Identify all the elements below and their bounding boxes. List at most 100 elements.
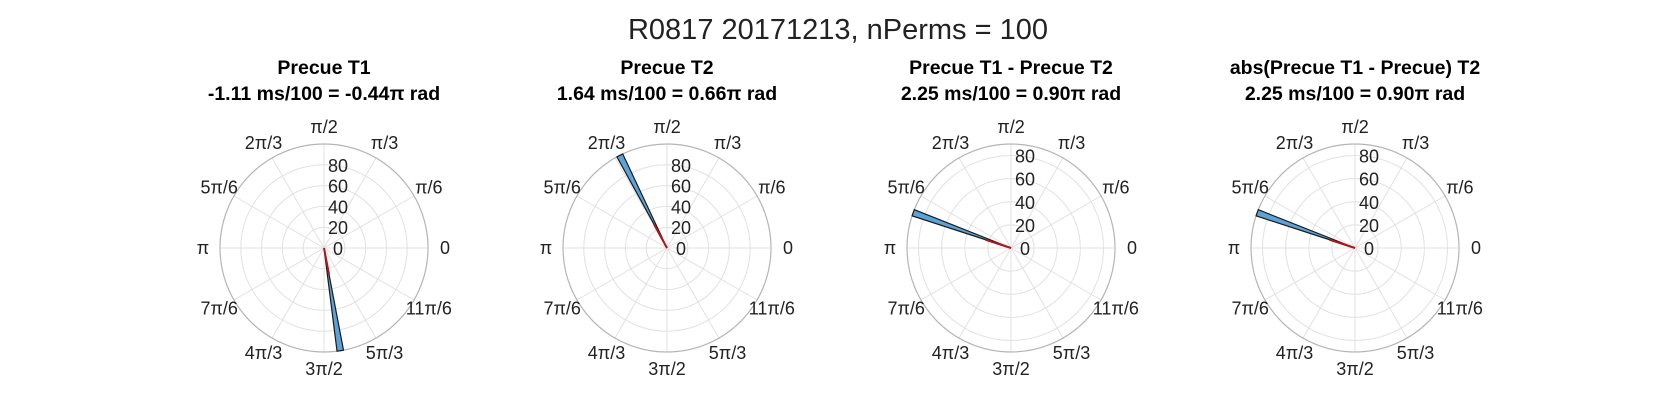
radial-tick-label: 40 bbox=[1015, 193, 1035, 213]
angular-grid-line bbox=[1302, 247, 1356, 339]
radial-tick-label: 60 bbox=[1015, 170, 1035, 190]
angular-tick-label: 7π/6 bbox=[200, 299, 237, 319]
polar-panel-4: abs(Precue T1 - Precue) T2 2.25 ms/100 = … bbox=[1228, 57, 1483, 379]
polar-panels: Precue T1-1.11 ms/100 = -0.44π rad020406… bbox=[197, 57, 1483, 379]
angular-grid-line bbox=[1354, 247, 1408, 339]
panel-title-line-2: 2.25 ms/100 = 0.90π rad bbox=[901, 83, 1121, 105]
angular-tick-label: 5π/3 bbox=[1053, 343, 1090, 363]
angular-tick-label: π/3 bbox=[714, 133, 741, 153]
angular-tick-label: π/6 bbox=[758, 178, 785, 198]
panel-title-line-2: -1.11 ms/100 = -0.44π rad bbox=[208, 83, 440, 105]
angular-tick-label: 5π/3 bbox=[366, 343, 403, 363]
angular-tick-label: 3π/2 bbox=[305, 359, 342, 379]
polar-panel-2: Precue T21.64 ms/100 = 0.66π rad02040608… bbox=[540, 57, 795, 379]
radial-tick-label: 60 bbox=[1359, 170, 1379, 190]
radial-tick-label: 0 bbox=[1020, 239, 1030, 259]
angular-grid-line bbox=[323, 195, 415, 249]
angular-tick-label: 7π/6 bbox=[887, 299, 924, 319]
panel-title-line-2: 2.25 ms/100 = 0.90π rad bbox=[1245, 83, 1465, 105]
angular-tick-label: π/2 bbox=[653, 117, 680, 137]
angular-tick-label: π/3 bbox=[371, 133, 398, 153]
angular-tick-label: 0 bbox=[440, 238, 450, 258]
angular-tick-label: π/3 bbox=[1058, 133, 1085, 153]
angular-grid-line bbox=[271, 157, 325, 249]
angular-tick-label: π/6 bbox=[1102, 178, 1129, 198]
figure-title: R0817 20171213, nPerms = 100 bbox=[628, 14, 1048, 46]
angular-tick-label: 5π/6 bbox=[543, 178, 580, 198]
angular-grid-line bbox=[666, 247, 720, 339]
polar-panel-1: Precue T1-1.11 ms/100 = -0.44π rad020406… bbox=[197, 57, 452, 379]
radial-tick-label: 80 bbox=[1015, 147, 1035, 167]
angular-grid-line bbox=[1264, 247, 1356, 301]
angular-grid-line bbox=[1354, 195, 1446, 249]
mean-angle-line bbox=[1328, 238, 1356, 249]
angular-grid-line bbox=[1354, 247, 1446, 301]
angular-grid-line bbox=[233, 195, 325, 249]
angular-tick-label: 5π/6 bbox=[1231, 178, 1268, 198]
angular-tick-label: 4π/3 bbox=[1276, 343, 1313, 363]
radial-tick-label: 60 bbox=[671, 177, 691, 197]
angular-grid-line bbox=[1010, 247, 1102, 301]
angular-tick-label: 0 bbox=[783, 238, 793, 258]
angular-grid-line bbox=[323, 157, 377, 249]
angular-tick-label: 0 bbox=[1127, 238, 1137, 258]
angular-tick-label: 4π/3 bbox=[932, 343, 969, 363]
angular-tick-label: π/2 bbox=[1341, 117, 1368, 137]
radial-tick-label: 20 bbox=[671, 218, 691, 238]
radial-tick-label: 40 bbox=[671, 197, 691, 217]
angular-tick-label: 11π/6 bbox=[1093, 299, 1139, 319]
angular-grid-line bbox=[958, 157, 1012, 249]
angular-grid-line bbox=[614, 247, 668, 339]
panel-title-line-1: Precue T1 bbox=[277, 57, 370, 79]
radial-tick-label: 20 bbox=[1015, 216, 1035, 236]
angular-tick-label: π bbox=[540, 238, 552, 258]
angular-tick-label: π/3 bbox=[1402, 133, 1429, 153]
angular-grid-line bbox=[576, 195, 668, 249]
polar-boundary bbox=[219, 143, 429, 353]
polar-boundary bbox=[562, 143, 772, 353]
angular-tick-label: 3π/2 bbox=[992, 359, 1029, 379]
angular-grid-line bbox=[920, 195, 1012, 249]
mean-angle-line bbox=[323, 247, 331, 275]
radial-tick-label: 80 bbox=[328, 156, 348, 176]
angular-tick-label: 5π/6 bbox=[887, 178, 924, 198]
angular-tick-label: π/6 bbox=[1446, 178, 1473, 198]
angular-tick-label: 2π/3 bbox=[1276, 133, 1313, 153]
polar-boundary bbox=[906, 143, 1116, 353]
angular-grid-line bbox=[271, 247, 325, 339]
radial-tick-label: 40 bbox=[328, 197, 348, 217]
angular-grid-line bbox=[1010, 195, 1102, 249]
angular-tick-label: π/6 bbox=[415, 178, 442, 198]
angular-tick-label: π bbox=[1228, 238, 1240, 258]
angular-grid-line bbox=[666, 195, 758, 249]
panel-title-line-1: abs(Precue T1 - Precue) T2 bbox=[1230, 57, 1481, 79]
angular-grid-line bbox=[323, 247, 377, 339]
angular-tick-label: 11π/6 bbox=[406, 299, 452, 319]
angular-tick-label: 5π/3 bbox=[709, 343, 746, 363]
angular-tick-label: 3π/2 bbox=[1336, 359, 1373, 379]
radial-tick-label: 80 bbox=[1359, 147, 1379, 167]
mean-angle-line bbox=[653, 223, 668, 249]
radial-tick-label: 80 bbox=[671, 156, 691, 176]
angular-grid-line bbox=[1010, 247, 1064, 339]
panel-title-line-1: Precue T2 bbox=[620, 57, 713, 79]
angular-tick-label: 0 bbox=[1471, 238, 1481, 258]
mean-angle-line bbox=[984, 238, 1012, 249]
angular-tick-label: π/2 bbox=[310, 117, 337, 137]
radial-tick-label: 60 bbox=[328, 177, 348, 197]
angular-tick-label: π/2 bbox=[997, 117, 1024, 137]
angular-tick-label: 5π/6 bbox=[200, 178, 237, 198]
radial-tick-label: 40 bbox=[1359, 193, 1379, 213]
angular-grid-line bbox=[958, 247, 1012, 339]
angular-tick-label: 11π/6 bbox=[749, 299, 795, 319]
angular-grid-line bbox=[1010, 157, 1064, 249]
polar-panel-3: Precue T1 - Precue T2 2.25 ms/100 = 0.90π… bbox=[884, 57, 1139, 379]
angular-tick-label: 2π/3 bbox=[932, 133, 969, 153]
angular-tick-label: 5π/3 bbox=[1397, 343, 1434, 363]
angular-grid-line bbox=[1354, 157, 1408, 249]
angular-grid-line bbox=[920, 247, 1012, 301]
radial-tick-label: 20 bbox=[1359, 216, 1379, 236]
histogram-bar bbox=[1255, 208, 1356, 249]
angular-tick-label: 3π/2 bbox=[648, 359, 685, 379]
